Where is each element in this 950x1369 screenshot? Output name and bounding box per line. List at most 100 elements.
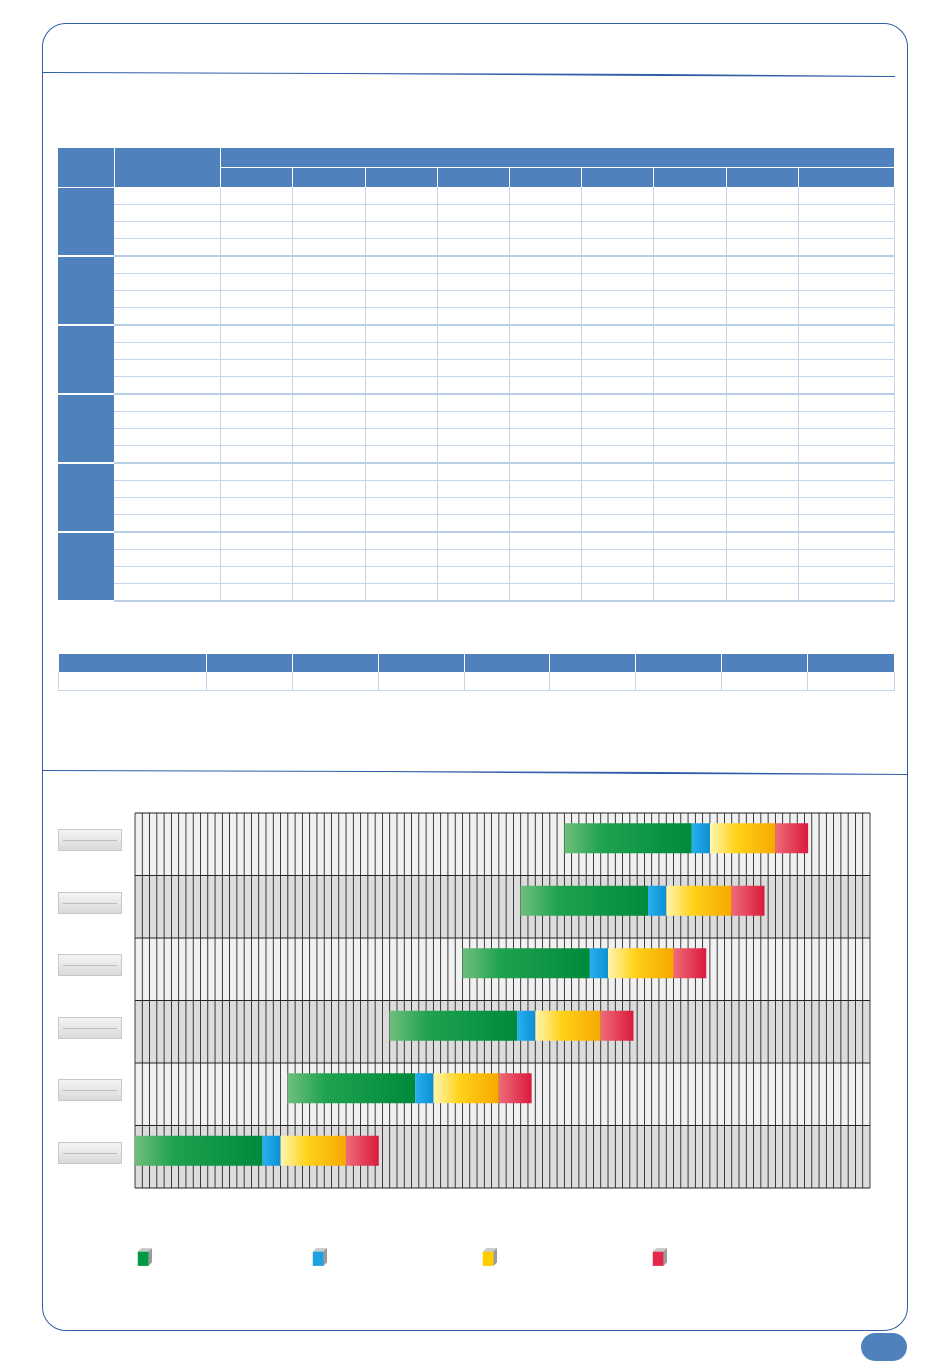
table-cell [509, 342, 582, 360]
table-cell [437, 411, 510, 429]
table-cell [437, 583, 510, 602]
table-cell [653, 428, 727, 446]
bar-segment-yellow [709, 823, 776, 854]
table-cell [292, 255, 366, 274]
table-cell [365, 187, 438, 205]
summary-header-cell [721, 654, 808, 672]
category-label [58, 1016, 122, 1039]
table-cell [437, 428, 510, 446]
table-cell [437, 221, 510, 239]
table-cell [653, 393, 727, 412]
table-cell [365, 583, 438, 602]
bar-segment-blue [589, 948, 609, 979]
bar-segment-blue [415, 1073, 434, 1104]
table-cell [114, 290, 221, 308]
table-cell [220, 497, 293, 515]
table-cell [653, 273, 727, 291]
table-cell [798, 342, 895, 360]
table-cell [114, 359, 221, 377]
table-row [58, 549, 895, 567]
table-cell [726, 531, 799, 550]
table-row [58, 324, 895, 395]
table-row [58, 566, 895, 584]
table-cell [581, 255, 654, 274]
table-cell [509, 497, 582, 515]
bar-segment-blue [648, 885, 667, 916]
subheader-cell [726, 167, 799, 187]
table-cell [798, 221, 895, 239]
table-cell [581, 411, 654, 429]
table-cell [292, 307, 366, 326]
bar-segment-green [389, 1010, 518, 1041]
table-cell [509, 273, 582, 291]
table-cell [220, 549, 293, 567]
table-cell [581, 583, 654, 602]
table-cell [798, 204, 895, 222]
legend-item [651, 1247, 675, 1267]
table-cell [653, 255, 727, 274]
table-cell [220, 307, 293, 326]
table-cell [114, 445, 221, 464]
table-cell [220, 411, 293, 429]
table-cell [365, 342, 438, 360]
table-cell [798, 566, 895, 584]
table-cell [798, 583, 895, 602]
table-cell [509, 411, 582, 429]
subheader-cell [509, 167, 582, 187]
table-cell [437, 462, 510, 481]
category-label [58, 829, 122, 852]
table-cell [365, 497, 438, 515]
table-cell [581, 531, 654, 550]
table-cell [653, 514, 727, 533]
table-cell [437, 393, 510, 412]
table-cell [437, 342, 510, 360]
summary-header-cell [464, 654, 550, 672]
summary-cell [807, 672, 895, 691]
subheader-cell [220, 167, 293, 187]
legend-swatch-icon [482, 1248, 497, 1266]
table-row [58, 428, 895, 446]
table-cell [114, 324, 221, 343]
table-cell [114, 497, 221, 515]
bar-segment-yellow [280, 1135, 347, 1166]
bar-segment-red [731, 885, 765, 916]
table-cell [114, 342, 221, 360]
table-cell [726, 514, 799, 533]
summary-header-cell [635, 654, 722, 672]
subheader-cell [365, 167, 438, 187]
table-cell [292, 359, 366, 377]
table-cell [437, 376, 510, 395]
table-cell [581, 187, 654, 205]
bar-segment-green [462, 948, 590, 979]
bar-segment-yellow [666, 885, 732, 916]
table-cell [114, 376, 221, 395]
table-cell [726, 221, 799, 239]
table-cell [292, 187, 366, 205]
table-cell [726, 238, 799, 257]
table-cell [581, 324, 654, 343]
table-cell [509, 583, 582, 602]
summary-table [58, 654, 895, 691]
table-cell [437, 566, 510, 584]
table-cell [509, 462, 582, 481]
category-label [58, 1141, 122, 1164]
table-cell [114, 549, 221, 567]
table-cell [220, 324, 293, 343]
table-cell [798, 462, 895, 481]
legend-swatch-icon [137, 1248, 152, 1266]
table-cell [365, 549, 438, 567]
summary-header-cell [58, 654, 207, 672]
table-cell [292, 411, 366, 429]
group-label [58, 462, 114, 533]
table-cell [220, 342, 293, 360]
table-row [58, 583, 895, 602]
table-cell [365, 376, 438, 395]
table-cell [365, 566, 438, 584]
table-cell [292, 583, 366, 602]
table-cell [798, 238, 895, 257]
table-cell [220, 273, 293, 291]
table-cell [581, 204, 654, 222]
table-cell [726, 411, 799, 429]
table-cell [798, 411, 895, 429]
